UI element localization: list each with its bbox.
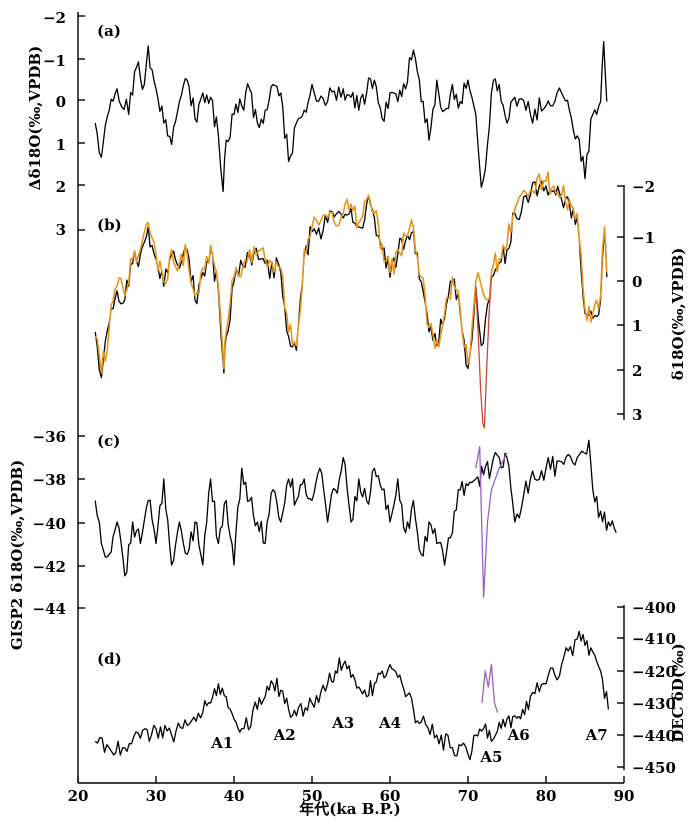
x-tick-label: 50 xyxy=(302,787,323,805)
y-tick-label-d: −450 xyxy=(632,759,676,777)
series-a-0 xyxy=(94,41,608,193)
y-tick-label-b: 3 xyxy=(632,406,642,424)
y-tick-label-a: 0 xyxy=(56,93,66,111)
y-tick-label-b: 1 xyxy=(632,317,642,335)
annotation-A1: A1 xyxy=(210,734,233,752)
y-tick-label-b: 2 xyxy=(632,362,642,380)
y-tick-label-b: 0 xyxy=(632,273,642,291)
series-b-2 xyxy=(475,277,493,429)
y-tick-label-a: 1 xyxy=(56,136,66,154)
y-tick-label-c: −42 xyxy=(33,558,66,576)
y-tick-label-c: −38 xyxy=(33,471,66,489)
series-d-1 xyxy=(481,663,499,713)
x-axis-title: 年代(ka B.P.) xyxy=(299,800,400,818)
panel-label-a: (a) xyxy=(97,22,121,40)
y-tick-label-d: −410 xyxy=(632,630,676,648)
annotation-A6: A6 xyxy=(507,726,530,744)
y-tick-label-a: −2 xyxy=(43,9,66,27)
y-axis-title-c: GISP2 δ18O(‰,VPDB) xyxy=(8,460,26,650)
axis-ticks xyxy=(77,12,625,784)
y-tick-label-d: −430 xyxy=(632,695,676,713)
annotation-A4: A4 xyxy=(378,714,401,732)
panel-label-d: (d) xyxy=(97,650,122,668)
annotation-A3: A3 xyxy=(331,714,354,732)
y-tick-label-b: −2 xyxy=(632,178,655,196)
annotation-A7: A7 xyxy=(585,726,608,744)
x-tick-label: 40 xyxy=(224,787,245,805)
y-tick-label-d: −400 xyxy=(632,599,676,617)
y-tick-label-c: −36 xyxy=(33,428,66,446)
annotation-A2: A2 xyxy=(273,726,296,744)
y-tick-label-a: 2 xyxy=(56,178,66,196)
series-c-0 xyxy=(94,439,617,577)
y-tick-label-d: −440 xyxy=(632,727,676,745)
y-tick-label-d: −420 xyxy=(632,663,676,681)
y-tick-label-c: −44 xyxy=(33,600,66,618)
y-tick-label-c: −40 xyxy=(33,515,66,533)
y-tick-label-a: −1 xyxy=(43,52,66,70)
series-layer xyxy=(94,41,617,761)
y-tick-label-a: 3 xyxy=(56,221,66,239)
x-tick-label: 70 xyxy=(458,787,479,805)
annotation-A5: A5 xyxy=(479,748,502,766)
panel-label-c: (c) xyxy=(97,432,120,450)
series-b-0 xyxy=(94,180,608,379)
x-tick-label: 90 xyxy=(614,787,635,805)
series-b-1 xyxy=(94,171,608,374)
x-tick-label: 30 xyxy=(146,787,167,805)
series-c-1 xyxy=(475,446,508,598)
y-axis-title-d: DEC δD(‰) xyxy=(669,643,687,743)
y-tick-label-b: −1 xyxy=(632,229,655,247)
y-axis-title-b: δ18O(‰,VPDB) xyxy=(669,248,687,381)
x-tick-label: 60 xyxy=(380,787,401,805)
y-axis-title-a: Δδ18O(‰,VPDB) xyxy=(26,46,44,190)
x-tick-label: 20 xyxy=(68,787,89,805)
x-tick-label: 80 xyxy=(536,787,557,805)
series-d-0 xyxy=(94,630,610,761)
panel-label-b: (b) xyxy=(97,216,122,234)
